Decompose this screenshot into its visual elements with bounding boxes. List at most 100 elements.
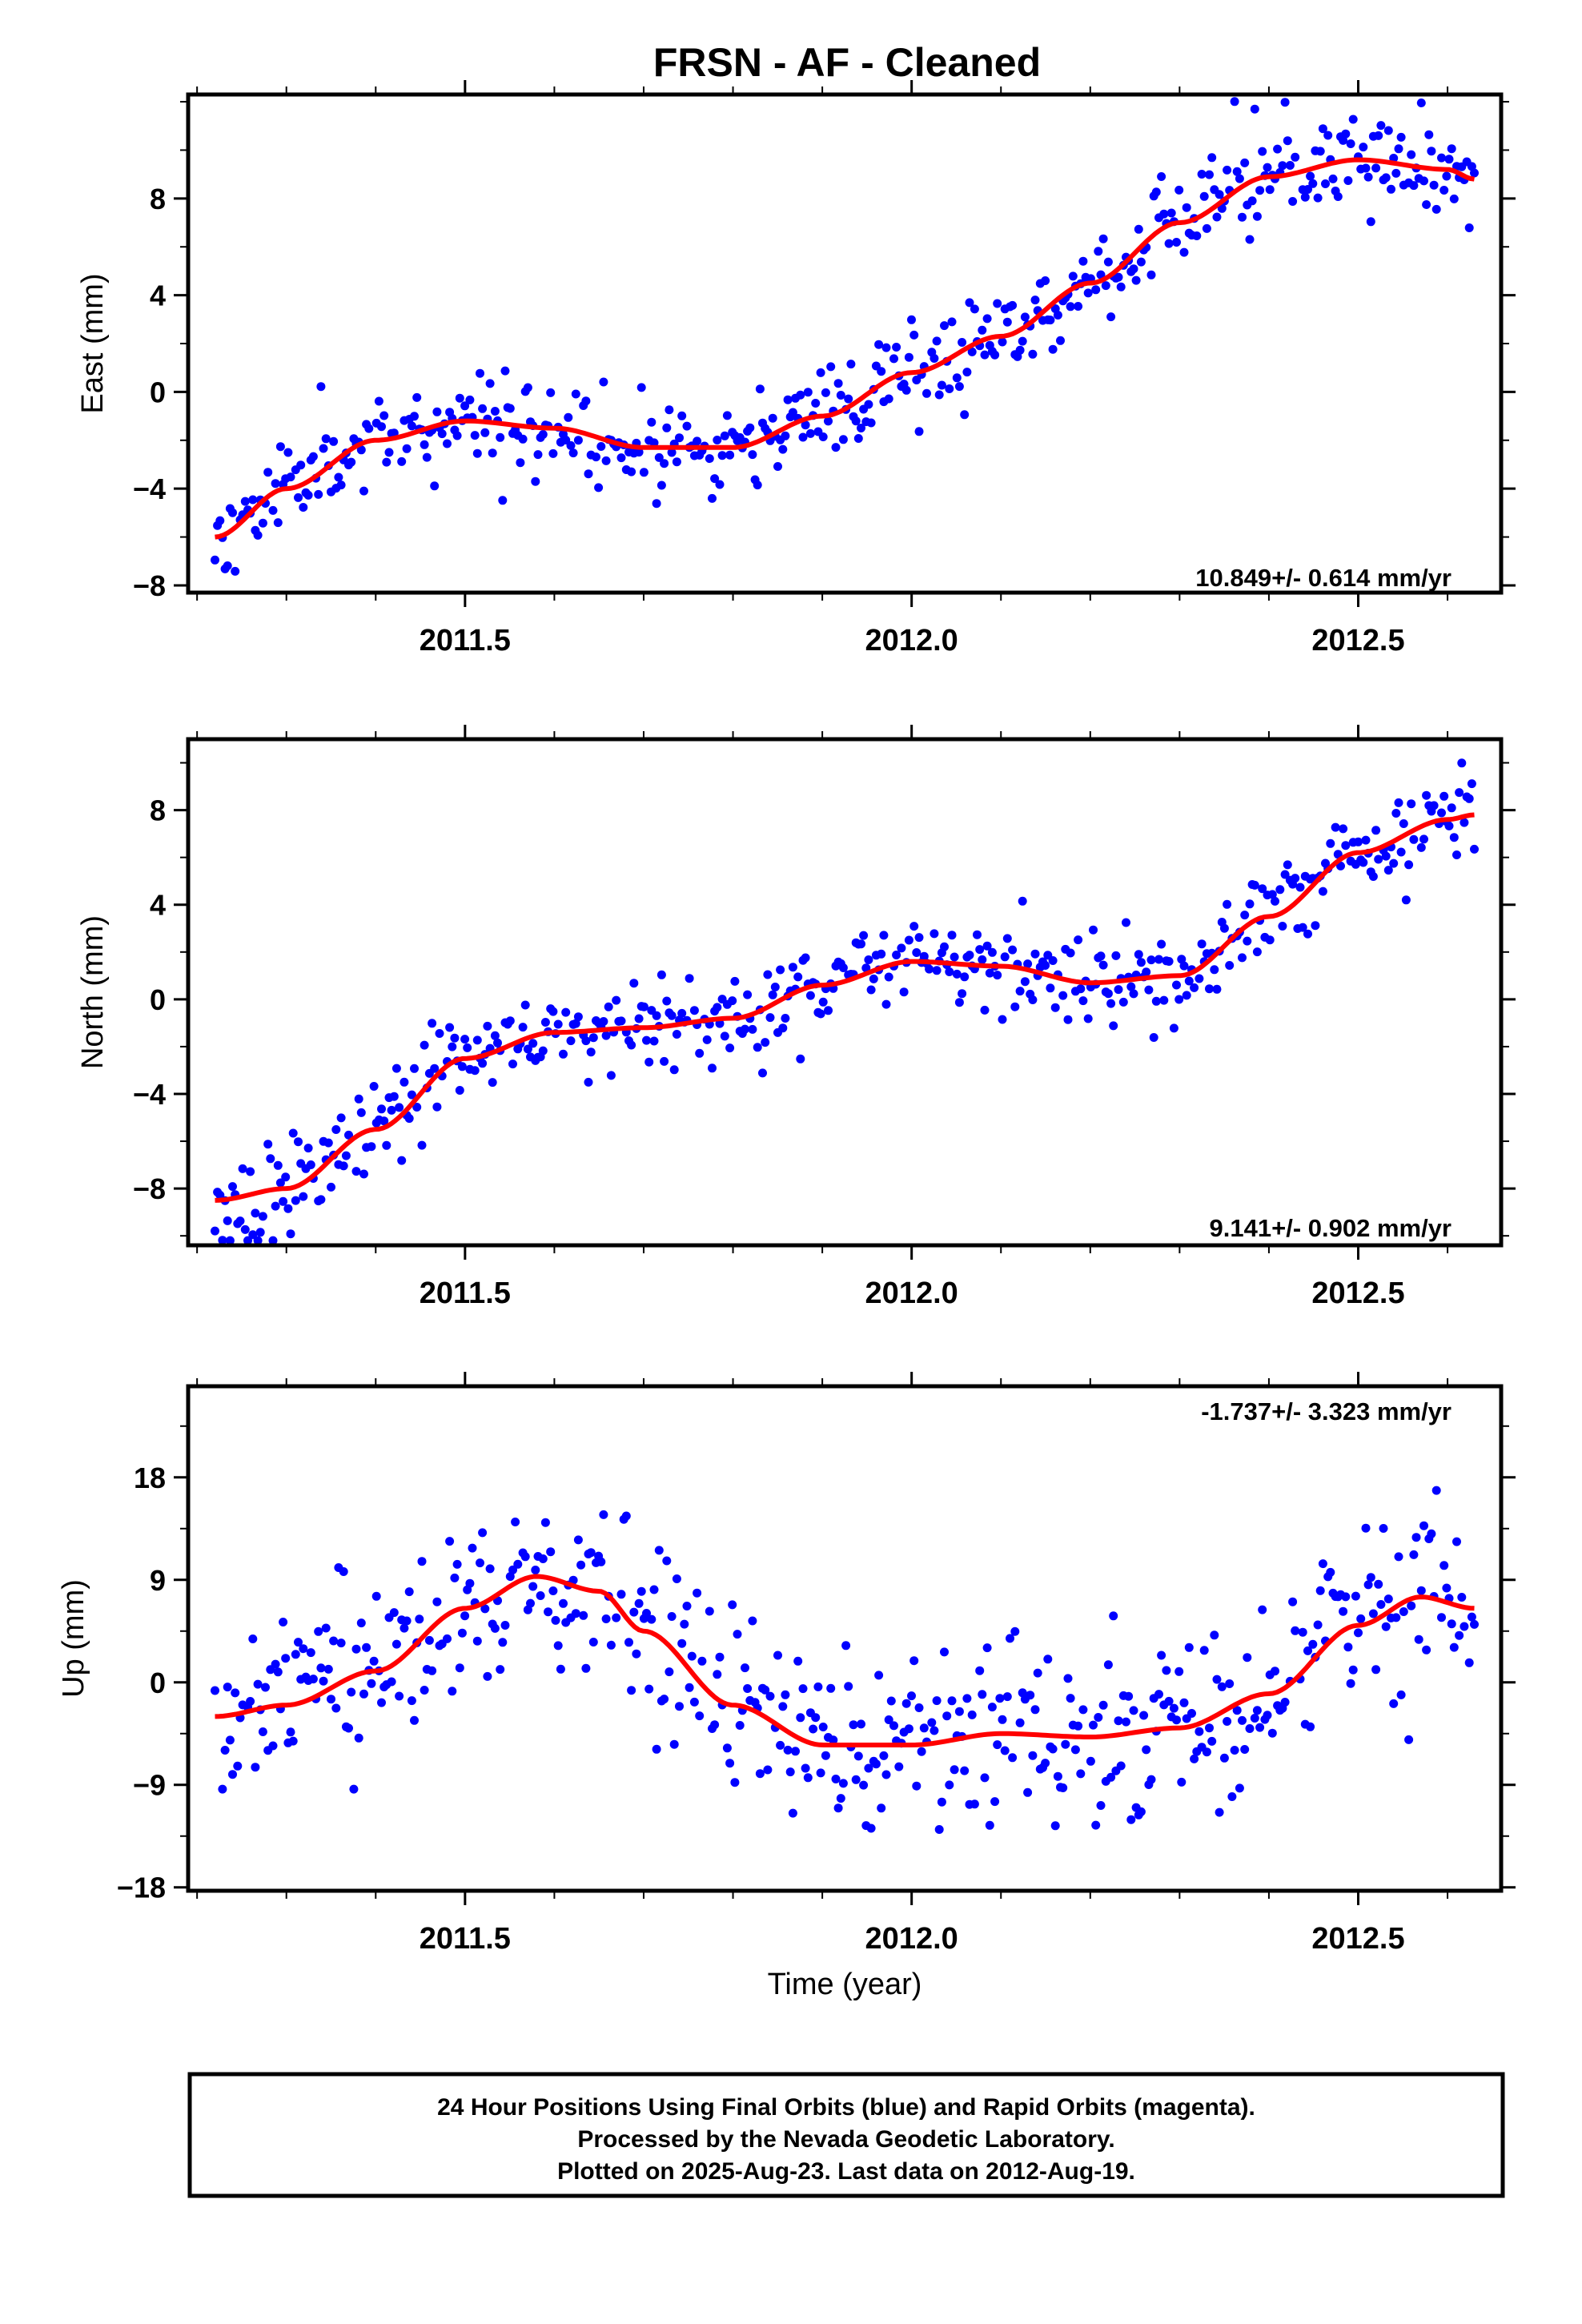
up-data-point xyxy=(314,1626,323,1636)
north-data-point xyxy=(778,1023,788,1033)
north-data-point xyxy=(1159,995,1169,1005)
east-data-point xyxy=(1245,235,1255,244)
east-data-point xyxy=(1255,186,1265,195)
east-data-point xyxy=(652,499,661,509)
east-data-point xyxy=(599,377,608,387)
east-data-point xyxy=(705,454,714,464)
north-data-point xyxy=(1219,923,1229,933)
up-data-point xyxy=(879,1751,889,1760)
north-data-point xyxy=(879,931,889,940)
east-data-point xyxy=(273,518,283,528)
up-data-point xyxy=(1015,1718,1025,1727)
north-data-point xyxy=(662,996,672,1006)
up-data-point xyxy=(1255,1723,1265,1732)
east-data-point xyxy=(314,489,323,499)
up-data-point xyxy=(980,1773,990,1783)
east-data-point xyxy=(1046,316,1055,325)
up-data-point xyxy=(218,1784,227,1794)
north-data-point xyxy=(1311,921,1320,931)
up-data-point xyxy=(990,1797,1000,1807)
north-data-point xyxy=(251,1208,260,1218)
up-data-point xyxy=(654,1546,664,1555)
north-data-point xyxy=(1129,989,1138,999)
east-data-point xyxy=(656,480,666,490)
up-data-point xyxy=(1002,1692,1012,1702)
north-data-point xyxy=(599,1017,608,1026)
up-data-point xyxy=(809,1724,818,1734)
north-data-point xyxy=(266,1154,275,1164)
north-data-point xyxy=(642,1035,651,1045)
east-data-point xyxy=(1028,349,1038,359)
north-data-point xyxy=(634,1014,644,1023)
up-data-point xyxy=(836,1794,845,1803)
north-data-point xyxy=(1303,929,1312,939)
up-data-point xyxy=(395,1691,404,1701)
up-data-point xyxy=(894,1762,904,1771)
east-data-point xyxy=(725,450,735,460)
up-data-point xyxy=(1050,1821,1060,1831)
east-data-point xyxy=(1394,144,1403,154)
north-data-point xyxy=(1399,819,1408,828)
north-data-point xyxy=(1050,1003,1060,1012)
up-data-point xyxy=(1308,1639,1318,1649)
north-data-point xyxy=(644,1057,654,1067)
east-data-point xyxy=(1409,181,1419,191)
north-data-point xyxy=(1010,1002,1020,1011)
up-data-point xyxy=(1315,1586,1325,1595)
up-data-point xyxy=(1061,1739,1070,1749)
up-data-point xyxy=(927,1718,937,1727)
up-data-point xyxy=(1442,1583,1452,1593)
north-data-point xyxy=(1066,948,1075,958)
east-data-point xyxy=(654,452,664,462)
up-data-point xyxy=(410,1715,419,1725)
up-data-point xyxy=(485,1564,495,1574)
east-data-point xyxy=(303,490,313,500)
up-data-point xyxy=(1010,1626,1020,1636)
up-data-point xyxy=(1460,1622,1469,1631)
east-data-point xyxy=(803,388,813,397)
north-data-point xyxy=(1179,961,1189,971)
east-data-point xyxy=(1323,131,1333,140)
up-data-point xyxy=(536,1591,545,1600)
east-data-point xyxy=(571,389,580,399)
up-data-point xyxy=(930,1726,939,1735)
up-data-point xyxy=(540,1518,550,1527)
east-data-point xyxy=(720,431,729,440)
north-data-point xyxy=(1205,984,1214,994)
up-data-point xyxy=(1396,1690,1406,1699)
north-data-point xyxy=(612,995,621,1005)
up-data-point xyxy=(864,1763,873,1773)
east-data-point xyxy=(336,480,346,490)
north-data-point xyxy=(816,1009,825,1019)
up-data-point xyxy=(1452,1537,1461,1546)
up-data-point xyxy=(1122,1717,1130,1727)
east-data-point xyxy=(1371,163,1381,173)
north-data-point xyxy=(1416,842,1426,852)
east-data-point xyxy=(1321,179,1330,188)
up-data-point xyxy=(1467,1612,1476,1622)
north-data-point xyxy=(1000,952,1010,962)
east-data-point xyxy=(377,422,386,432)
up-data-point xyxy=(1288,1597,1298,1606)
north-data-point xyxy=(601,1031,611,1040)
up-data-point xyxy=(576,1560,586,1570)
east-data-point xyxy=(753,480,762,490)
north-data-point xyxy=(410,1063,419,1073)
north-data-point xyxy=(286,1229,295,1239)
up-data-point xyxy=(508,1565,517,1574)
up-data-point xyxy=(1174,1667,1184,1676)
east-data-point xyxy=(546,388,556,397)
east-data-point xyxy=(954,382,964,392)
north-data-point xyxy=(805,991,815,1000)
north-data-point xyxy=(1455,788,1464,798)
east-data-point xyxy=(970,304,979,314)
east-data-point xyxy=(1328,174,1338,183)
up-data-point xyxy=(526,1598,535,1608)
up-data-point xyxy=(1411,1533,1421,1542)
east-data-point xyxy=(833,379,843,388)
east-data-point xyxy=(275,442,285,452)
east-y-tick-label: 4 xyxy=(150,279,166,312)
up-data-point xyxy=(937,1797,946,1807)
up-data-point xyxy=(354,1733,363,1743)
north-y-tick-label: 8 xyxy=(150,794,166,827)
